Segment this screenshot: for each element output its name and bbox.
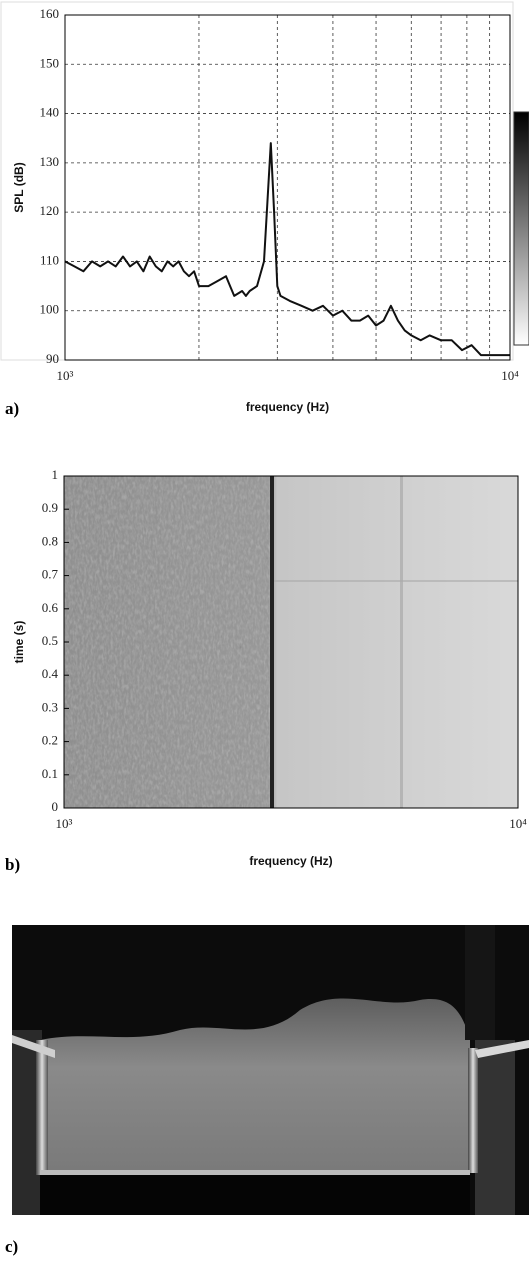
y-tick-label: 0 — [52, 799, 59, 814]
y-tick-label: 0.5 — [42, 633, 58, 648]
y-tick-label: 160 — [40, 6, 60, 21]
x-axis-label: frequency (Hz) — [246, 400, 329, 414]
panel-label: c) — [5, 1237, 18, 1256]
y-tick-label: 0.8 — [42, 533, 58, 548]
y-tick-label: 1 — [52, 467, 59, 482]
x-tick-label: 10³ — [57, 368, 74, 383]
y-tick-label: 0.3 — [42, 699, 58, 714]
panel-label: a) — [5, 399, 19, 418]
y-axis-label: time (s) — [12, 621, 26, 664]
y-tick-label: 100 — [40, 302, 60, 317]
y-tick-label: 0.9 — [42, 500, 58, 515]
spl-line — [64, 142, 510, 357]
x-tick-label: 10⁴ — [509, 816, 527, 831]
x-tick-label: 10³ — [56, 816, 73, 831]
y-tick-label: 0.6 — [42, 600, 59, 615]
y-tick-label: 110 — [40, 252, 59, 267]
y-tick-label: 150 — [40, 55, 60, 70]
plot-frame — [63, 475, 519, 809]
spectrogram-image — [64, 476, 518, 808]
y-tick-label: 90 — [46, 351, 59, 366]
x-tick-label: 10⁴ — [501, 368, 519, 383]
panel-a-background — [0, 1, 514, 361]
panel-label: b) — [5, 855, 20, 874]
y-axis-label: SPL (dB) — [12, 162, 26, 212]
plot-frame — [64, 14, 511, 361]
y-tick-label: 120 — [40, 203, 60, 218]
y-tick-label: 130 — [40, 154, 60, 169]
x-axis-label: frequency (Hz) — [249, 854, 332, 868]
y-tick-label: 0.4 — [42, 666, 59, 681]
y-tick-label: 0.7 — [42, 567, 59, 582]
y-tick-label: 0.1 — [42, 766, 58, 781]
y-tick-label: 0.2 — [42, 733, 58, 748]
colorbar-fragment — [513, 111, 529, 346]
flow-photo — [12, 925, 529, 1215]
y-tick-label: 140 — [40, 105, 60, 120]
